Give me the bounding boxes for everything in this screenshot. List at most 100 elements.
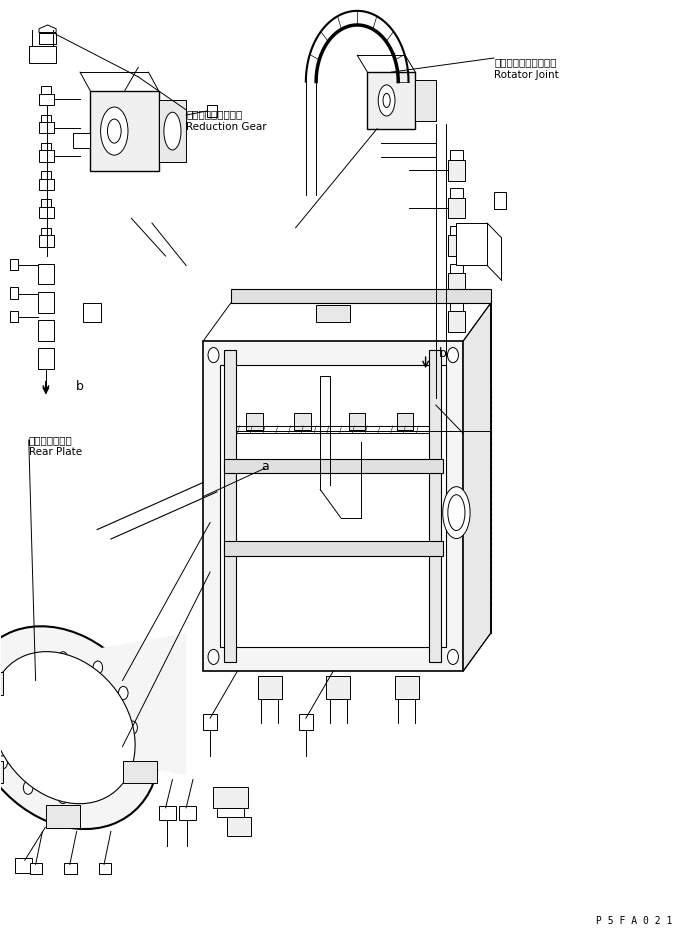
Bar	[39, 122, 54, 133]
Ellipse shape	[164, 113, 181, 150]
Ellipse shape	[0, 652, 135, 804]
Ellipse shape	[383, 94, 390, 108]
Bar	[217, 808, 245, 817]
Bar	[448, 160, 465, 181]
Bar	[299, 714, 313, 729]
Bar	[38, 348, 54, 369]
Bar	[159, 100, 186, 162]
Circle shape	[447, 347, 458, 362]
Bar	[38, 292, 54, 312]
Bar	[179, 806, 196, 820]
Ellipse shape	[0, 661, 126, 794]
Bar	[227, 817, 251, 836]
Bar	[224, 459, 442, 473]
Circle shape	[93, 661, 102, 674]
Bar	[65, 863, 77, 874]
Bar	[14, 858, 32, 872]
Bar	[98, 863, 111, 874]
Bar	[224, 541, 442, 555]
Bar	[456, 223, 487, 266]
Bar	[46, 805, 80, 828]
Ellipse shape	[0, 661, 126, 794]
Text: Rear Plate: Rear Plate	[29, 447, 82, 457]
Text: P 5 F A 0 2 1: P 5 F A 0 2 1	[596, 916, 672, 926]
Bar	[258, 675, 282, 699]
Ellipse shape	[448, 495, 465, 531]
Text: リヤープレート: リヤープレート	[29, 435, 73, 445]
Bar	[39, 179, 54, 190]
Bar	[38, 320, 54, 341]
Bar	[84, 304, 100, 322]
Bar	[74, 133, 90, 148]
Bar	[368, 72, 416, 129]
Bar	[41, 143, 52, 150]
Bar	[0, 672, 3, 694]
Bar	[41, 86, 52, 94]
Ellipse shape	[442, 486, 470, 538]
Ellipse shape	[100, 107, 128, 155]
Bar	[449, 188, 463, 198]
Circle shape	[118, 687, 128, 700]
Ellipse shape	[379, 85, 395, 116]
Bar	[10, 259, 19, 271]
Text: a: a	[261, 460, 269, 473]
Circle shape	[0, 756, 8, 769]
Circle shape	[23, 661, 33, 674]
Bar	[449, 302, 463, 311]
Bar	[39, 150, 54, 162]
Bar	[397, 413, 414, 430]
Bar	[231, 289, 491, 304]
Bar	[29, 45, 56, 62]
Circle shape	[208, 347, 219, 362]
Bar	[90, 91, 159, 171]
Circle shape	[208, 649, 219, 664]
Bar	[449, 150, 463, 160]
Circle shape	[58, 652, 68, 665]
Bar	[494, 192, 506, 209]
Ellipse shape	[12, 675, 113, 780]
Circle shape	[93, 781, 102, 795]
Circle shape	[447, 649, 458, 664]
Bar	[449, 226, 463, 236]
Bar	[10, 311, 19, 322]
Bar	[159, 806, 176, 820]
Bar	[39, 236, 54, 247]
Polygon shape	[77, 634, 186, 775]
Circle shape	[0, 687, 8, 700]
Bar	[10, 288, 19, 299]
Bar	[207, 105, 217, 116]
Bar	[294, 413, 311, 430]
Bar	[448, 273, 465, 294]
Bar	[395, 675, 419, 699]
Bar	[38, 264, 54, 285]
Bar	[30, 863, 43, 874]
Bar	[39, 94, 54, 105]
Ellipse shape	[107, 119, 121, 143]
Bar	[41, 200, 52, 207]
Bar	[203, 714, 217, 729]
Circle shape	[128, 721, 137, 734]
Bar	[316, 306, 350, 322]
Bar	[0, 761, 3, 783]
Bar	[448, 311, 465, 331]
Bar	[448, 198, 465, 219]
Text: Rotator Joint: Rotator Joint	[494, 70, 559, 79]
Circle shape	[58, 791, 68, 803]
Bar	[203, 341, 463, 671]
Bar	[224, 350, 236, 661]
Text: b: b	[439, 347, 447, 359]
Text: リダクションギヤー: リダクションギヤー	[186, 110, 243, 119]
Bar	[448, 236, 465, 256]
Bar	[429, 350, 441, 661]
Ellipse shape	[0, 626, 159, 829]
Bar	[214, 787, 248, 808]
Circle shape	[23, 781, 33, 795]
Bar	[39, 32, 56, 44]
Bar	[247, 413, 262, 430]
Bar	[123, 761, 157, 783]
Polygon shape	[463, 304, 491, 671]
Text: ローテータジョイント: ローテータジョイント	[494, 58, 556, 67]
Bar	[326, 675, 350, 699]
Circle shape	[118, 756, 128, 769]
Bar	[41, 114, 52, 122]
